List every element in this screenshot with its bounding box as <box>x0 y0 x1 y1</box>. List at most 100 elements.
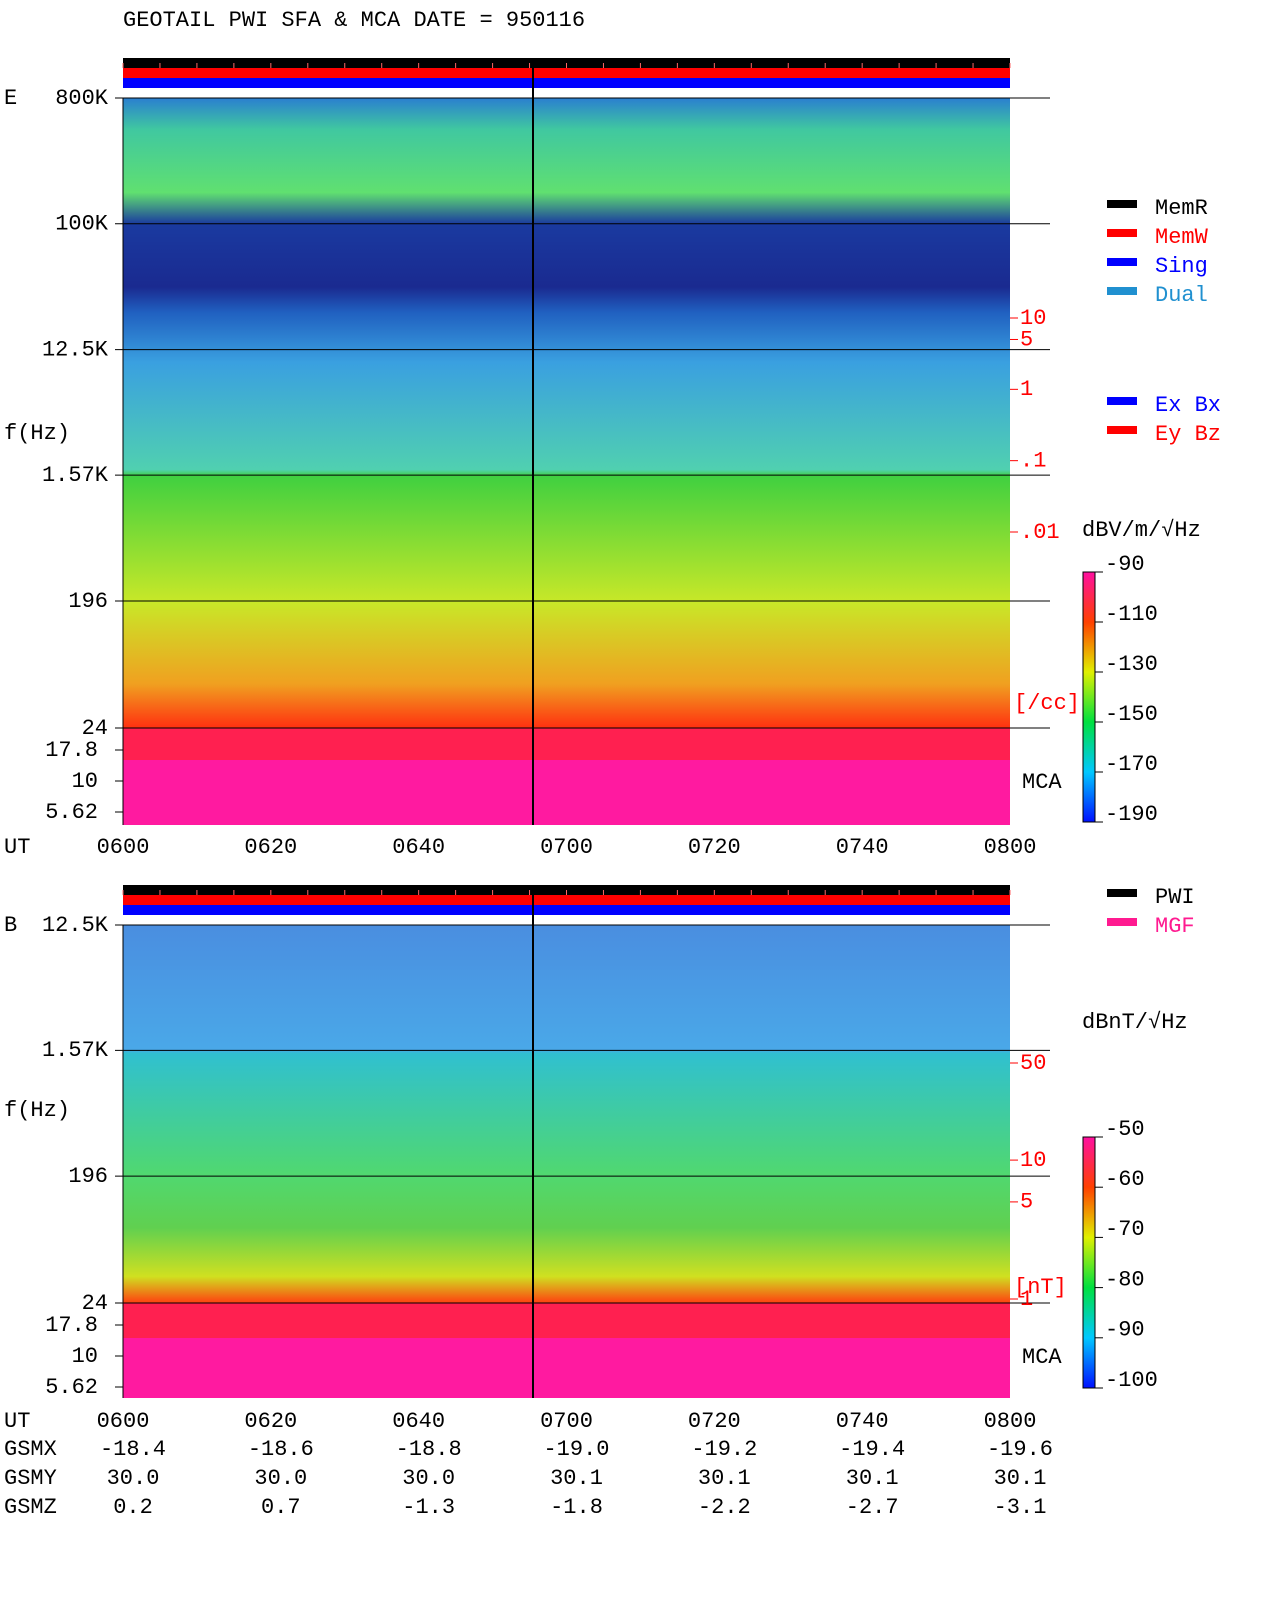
legend-swatch <box>1107 426 1137 434</box>
colorbar-tick-label: -80 <box>1105 1267 1145 1292</box>
legend-label: PWI <box>1155 885 1195 910</box>
y-axis-label: f(Hz) <box>4 1098 70 1123</box>
density-tick-label: 1 <box>1020 377 1033 402</box>
legend-swatch <box>1107 200 1137 208</box>
x-tick-label: 0740 <box>836 1409 889 1434</box>
density-tick-label: 10 <box>1020 306 1046 331</box>
mca-label: MCA <box>1022 1345 1062 1370</box>
legend-label: MemW <box>1155 225 1209 250</box>
x-tick-label: 0740 <box>836 835 889 860</box>
orbit-value: -18.4 <box>100 1437 166 1462</box>
orbit-value: 30.1 <box>698 1466 751 1491</box>
x-tick-label: 0620 <box>244 1409 297 1434</box>
orbit-value: 30.1 <box>550 1466 603 1491</box>
mca-band <box>123 1303 1010 1338</box>
x-tick-label: 0800 <box>984 1409 1037 1434</box>
panel-label: E <box>4 86 17 111</box>
density-tick-label: .1 <box>1020 448 1046 473</box>
orbit-value: 30.1 <box>846 1466 899 1491</box>
y-tick-label: 24 <box>82 716 108 741</box>
density-tick-label: 1 <box>1020 1287 1033 1312</box>
colorbar-tick-label: -110 <box>1105 602 1158 627</box>
colorbar-tick-label: -150 <box>1105 702 1158 727</box>
orbit-value: -2.2 <box>698 1495 751 1520</box>
x-tick-label: 0600 <box>97 1409 150 1434</box>
x-tick-label: 0640 <box>392 1409 445 1434</box>
spectrogram <box>123 925 1010 1303</box>
legend-label: MGF <box>1155 914 1195 939</box>
status-bar <box>123 905 1010 915</box>
orbit-value: 0.7 <box>261 1495 301 1520</box>
density-tick-label: 10 <box>1020 1148 1046 1173</box>
spectrogram <box>123 98 1010 728</box>
legend-swatch <box>1107 889 1137 897</box>
colorbar <box>1082 1136 1096 1389</box>
colorbar-label: dBnT/√Hz <box>1082 1010 1188 1035</box>
orbit-value: -18.8 <box>396 1437 462 1462</box>
mca-tick-label: 17.8 <box>45 738 98 763</box>
y-tick-label: 196 <box>68 589 108 614</box>
x-tick-label: 0640 <box>392 835 445 860</box>
mca-tick-label: 10 <box>72 769 98 794</box>
y-tick-label: 12.5K <box>42 913 109 938</box>
orbit-label: GSMX <box>4 1437 57 1462</box>
colorbar-tick-label: -50 <box>1105 1117 1145 1142</box>
y-tick-label: 1.57K <box>42 1038 109 1063</box>
orbit-value: 30.0 <box>107 1466 160 1491</box>
y-axis-label: f(Hz) <box>4 421 70 446</box>
orbit-value: -1.3 <box>402 1495 455 1520</box>
legend-label: Dual <box>1155 283 1208 308</box>
title: GEOTAIL PWI SFA & MCA DATE = 950116 <box>123 8 585 33</box>
legend-label: MemR <box>1155 196 1208 221</box>
orbit-value: -19.0 <box>543 1437 609 1462</box>
legend-label: Ex Bx <box>1155 393 1221 418</box>
orbit-label: GSMZ <box>4 1495 57 1520</box>
orbit-value: 30.1 <box>994 1466 1047 1491</box>
colorbar-label: dBV/m/√Hz <box>1082 518 1201 543</box>
mca-tick-label: 5.62 <box>45 800 98 825</box>
status-bar <box>123 78 1010 88</box>
y-tick-label: 12.5K <box>42 337 109 362</box>
status-bar <box>123 895 1010 905</box>
orbit-value: 30.0 <box>402 1466 455 1491</box>
y-tick-label: 196 <box>68 1164 108 1189</box>
colorbar-tick-label: -90 <box>1105 552 1145 577</box>
density-unit: [nT] <box>1014 1275 1067 1300</box>
orbit-value: 30.0 <box>254 1466 307 1491</box>
orbit-value: -18.6 <box>248 1437 314 1462</box>
mca-tick-label: 10 <box>72 1344 98 1369</box>
legend-swatch <box>1107 397 1137 405</box>
density-tick-label: .01 <box>1020 520 1060 545</box>
colorbar-tick-label: -170 <box>1105 752 1158 777</box>
y-tick-label: 800K <box>55 86 109 111</box>
x-tick-label: 0720 <box>688 1409 741 1434</box>
colorbar-tick-label: -130 <box>1105 652 1158 677</box>
orbit-value: -19.4 <box>839 1437 905 1462</box>
orbit-value: -2.7 <box>846 1495 899 1520</box>
x-tick-label: 0700 <box>540 835 593 860</box>
x-tick-label: 0720 <box>688 835 741 860</box>
legend-swatch <box>1107 287 1137 295</box>
y-tick-label: 24 <box>82 1291 108 1316</box>
legend-swatch <box>1107 258 1137 266</box>
mca-tick-label: 5.62 <box>45 1375 98 1400</box>
density-tick-label: 5 <box>1020 1190 1033 1215</box>
orbit-value: -19.6 <box>987 1437 1053 1462</box>
density-tick-label: 50 <box>1020 1051 1046 1076</box>
legend-label: Ey Bz <box>1155 422 1221 447</box>
legend-label: Sing <box>1155 254 1208 279</box>
orbit-value: -1.8 <box>550 1495 603 1520</box>
legend-swatch <box>1107 229 1137 237</box>
mca-band <box>123 728 1010 760</box>
mca-band <box>123 760 1010 825</box>
y-tick-label: 100K <box>55 212 109 237</box>
orbit-value: -19.2 <box>691 1437 757 1462</box>
status-bar <box>123 68 1010 78</box>
x-axis-label: UT <box>4 1409 30 1434</box>
colorbar-tick-label: -90 <box>1105 1318 1145 1343</box>
x-tick-label: 0700 <box>540 1409 593 1434</box>
x-tick-label: 0620 <box>244 835 297 860</box>
legend-swatch <box>1107 918 1137 926</box>
orbit-value: -3.1 <box>994 1495 1047 1520</box>
